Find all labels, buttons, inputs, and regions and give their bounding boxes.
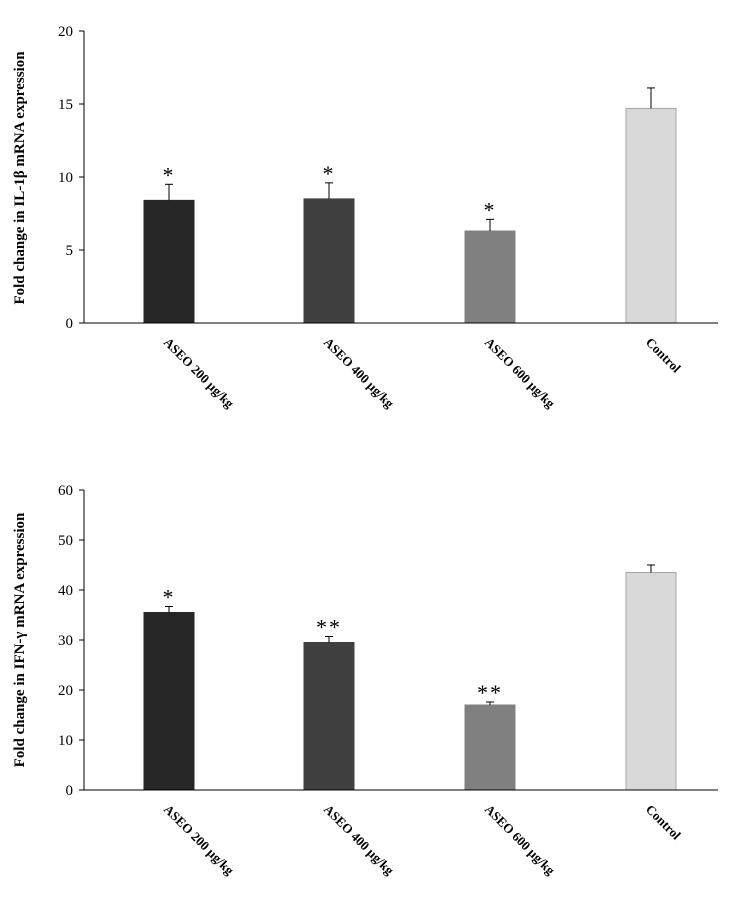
il1b-bar — [143, 199, 195, 324]
ifng-y-tick-label: 60 — [58, 483, 73, 499]
ifng-category-label: Control — [643, 802, 684, 843]
ifng-category-label: ASEO 600 µg/kg — [482, 802, 559, 879]
ifng-y-tick-label: 10 — [58, 733, 73, 749]
ifng-bar — [464, 704, 516, 791]
il1b-significance-mark: * — [163, 162, 176, 187]
il1b-y-ticks: 0 5 10 15 20 — [58, 24, 84, 332]
il1b-axes — [83, 31, 718, 324]
ifng-significance-mark: ** — [477, 680, 503, 705]
il1b-bars — [143, 107, 677, 324]
il1b-bar — [303, 198, 355, 324]
ifng-error-bars — [165, 564, 655, 705]
il1b-y-tick-label: 20 — [58, 24, 73, 40]
il1b-category-label: ASEO 200 µg/kg — [161, 335, 238, 412]
il1b-y-tick-label: 10 — [58, 170, 73, 186]
il1b-bar — [625, 107, 677, 324]
il1b-significance-marks: * * * — [163, 161, 497, 223]
il1b-y-axis-title: Fold change in IL-1β mRNA expression — [12, 51, 28, 305]
ifng-significance-mark: * — [163, 585, 176, 610]
ifng-significance-marks: ***** — [163, 585, 503, 706]
ifng-y-tick-label: 20 — [58, 683, 73, 699]
il1b-significance-mark: * — [323, 161, 336, 186]
ifng-chart: Fold change in IFN-γ mRNA expression 0 10… — [12, 483, 718, 878]
ifng-category-labels: ASEO 200 µg/kg ASEO 400 µg/kg ASEO 600 µg/… — [161, 802, 684, 879]
il1b-significance-mark: * — [484, 197, 497, 222]
il1b-category-labels: ASEO 200 µg/kg ASEO 400 µg/kg ASEO 600 µg/… — [161, 335, 684, 412]
il1b-y-tick-label: 15 — [58, 97, 73, 113]
ifng-category-label: ASEO 400 µg/kg — [321, 802, 398, 879]
ifng-y-tick-label: 0 — [66, 783, 74, 799]
ifng-y-tick-label: 40 — [58, 583, 73, 599]
ifng-y-tick-label: 50 — [58, 533, 73, 549]
ifng-category-label: ASEO 200 µg/kg — [161, 802, 238, 879]
il1b-category-label: ASEO 400 µg/kg — [321, 335, 398, 412]
ifng-bar — [143, 612, 195, 791]
ifng-y-tick-label: 30 — [58, 633, 73, 649]
ifng-bars — [143, 572, 677, 791]
il1b-y-tick-label: 0 — [66, 316, 74, 332]
il1b-bar — [464, 230, 516, 324]
il1b-category-label: ASEO 600 µg/kg — [482, 335, 559, 412]
ifng-significance-mark: ** — [316, 615, 342, 640]
il1b-y-tick-label: 5 — [66, 243, 74, 259]
ifng-bar — [303, 642, 355, 791]
ifng-bar — [625, 572, 677, 791]
ifng-y-axis-title: Fold change in IFN-γ mRNA expression — [12, 512, 28, 767]
il1b-error-bars — [165, 87, 655, 232]
ifng-axes — [83, 490, 718, 791]
il1b-category-label: Control — [643, 335, 684, 376]
il1b-chart: Fold change in IL-1β mRNA expression 0 5 1… — [12, 24, 718, 411]
ifng-y-ticks: 0 10 20 30 40 50 60 — [58, 483, 84, 799]
